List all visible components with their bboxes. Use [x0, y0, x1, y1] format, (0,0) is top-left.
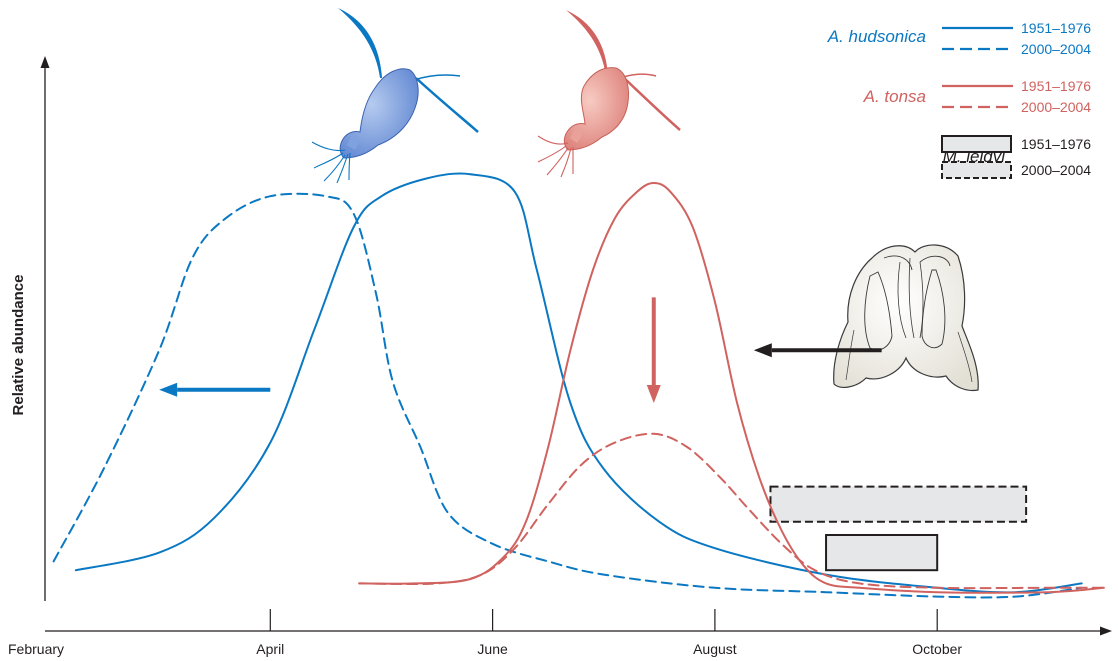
bar-m-leidyi-1951-1976 — [825, 534, 939, 572]
legend-period-tonsa-2000: 2000–2004 — [1021, 99, 1091, 115]
ctenophore-icon — [833, 244, 979, 392]
legend-period-hudsonica-2000: 2000–2004 — [1021, 41, 1091, 57]
legend-period-tonsa-1951: 1951–1976 — [1021, 78, 1091, 94]
legend-period-hudsonica-1951: 1951–1976 — [1021, 20, 1091, 36]
arrow-earlier-arrival — [753, 343, 882, 358]
y-axis-label: Relative abundance — [10, 275, 27, 416]
legend-swatch-leidyi-2000 — [941, 161, 1012, 179]
series-a-tonsa-1951-1976 — [358, 182, 1105, 594]
series-a-hudsonica-1951-1976 — [74, 172, 1083, 594]
legend-period-leidyi-2000: 2000–2004 — [1021, 162, 1091, 178]
copepod-tonsa-icon — [537, 10, 681, 178]
legend-species-tonsa: A. tonsa — [863, 87, 926, 106]
copepod-hudsonica-icon — [311, 8, 479, 184]
arrow-head — [646, 385, 661, 403]
arrow-head — [753, 343, 772, 358]
arrow-earlier-shift — [159, 382, 271, 397]
arrow-decline — [646, 297, 661, 403]
series-a-tonsa-2000-2004 — [358, 432, 1105, 590]
x-tick-label-february: February — [8, 641, 64, 657]
y-axis-arrow — [40, 56, 50, 68]
legend-period-leidyi-1951: 1951–1976 — [1021, 136, 1091, 152]
series-a-hudsonica-2000-2004 — [52, 192, 1083, 599]
leidyi-bars — [769, 485, 1028, 572]
x-axis-arrow — [1100, 626, 1112, 636]
x-tick-label-october: October — [912, 641, 962, 657]
x-tick-label-june: June — [477, 641, 508, 657]
x-tick-label-april: April — [256, 641, 284, 657]
legend: A. hudsonica 1951–1976 2000–2004 A. tons… — [827, 20, 1091, 179]
legend-swatch-leidyi-1951 — [941, 135, 1012, 153]
bar-m-leidyi-2000-2004 — [769, 485, 1028, 523]
x-tick-label-august: August — [693, 641, 737, 657]
axes: February April June August October — [8, 56, 1112, 657]
series-lines — [52, 172, 1105, 599]
x-ticks: February April June August October — [8, 609, 962, 657]
legend-species-hudsonica: A. hudsonica — [827, 27, 926, 46]
arrow-head — [159, 382, 178, 397]
annotation-arrows — [159, 297, 882, 403]
